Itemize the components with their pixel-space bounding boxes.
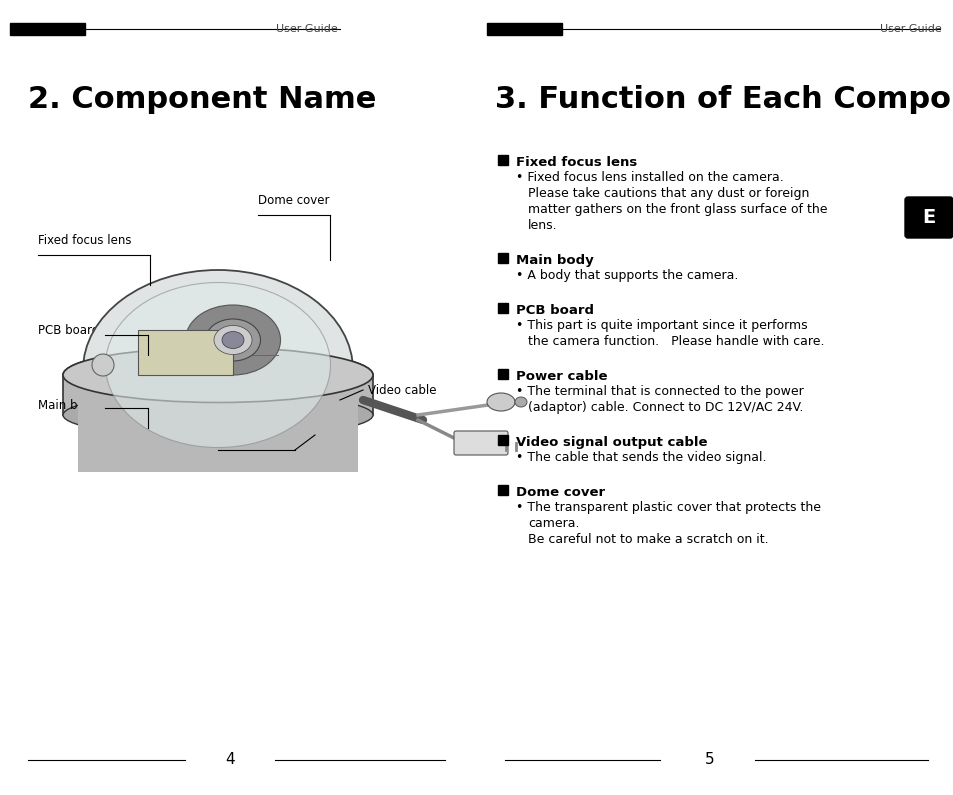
Text: 4: 4	[225, 753, 234, 767]
FancyBboxPatch shape	[904, 197, 952, 238]
Bar	[497, 435, 507, 445]
Text: camera.: camera.	[527, 517, 578, 530]
Ellipse shape	[185, 305, 280, 375]
Text: (adaptor) cable. Connect to DC 12V/AC 24V.: (adaptor) cable. Connect to DC 12V/AC 24…	[527, 401, 802, 414]
Text: Dome cover: Dome cover	[516, 486, 604, 499]
Text: • This part is quite important since it performs: • This part is quite important since it …	[516, 319, 807, 332]
Bar	[486, 23, 561, 35]
Bar	[138, 330, 233, 375]
Ellipse shape	[83, 270, 353, 470]
Text: Power cable: Power cable	[516, 370, 607, 383]
Ellipse shape	[205, 319, 260, 361]
Text: • Fixed focus lens installed on the camera.: • Fixed focus lens installed on the came…	[516, 171, 783, 184]
Bar	[78, 370, 357, 472]
FancyBboxPatch shape	[63, 377, 373, 415]
Text: • The cable that sends the video signal.: • The cable that sends the video signal.	[516, 451, 765, 464]
Text: • The transparent plastic cover that protects the: • The transparent plastic cover that pro…	[516, 501, 821, 514]
Text: • The terminal that is connected to the power: • The terminal that is connected to the …	[516, 385, 803, 398]
Text: PCB board: PCB board	[38, 324, 99, 336]
Text: 3. Function of Each Component: 3. Function of Each Component	[495, 85, 953, 114]
Text: 2. Component Name: 2. Component Name	[28, 85, 376, 114]
Ellipse shape	[106, 282, 330, 448]
Bar	[10, 23, 85, 35]
Bar	[497, 303, 507, 313]
Bar	[497, 253, 507, 263]
Ellipse shape	[515, 397, 526, 407]
Text: Power cable: Power cable	[218, 448, 289, 462]
Text: PCB board: PCB board	[516, 304, 594, 317]
Text: E: E	[922, 208, 935, 227]
Ellipse shape	[222, 332, 244, 348]
Bar	[497, 155, 507, 165]
Text: Dome cover: Dome cover	[257, 193, 329, 207]
Ellipse shape	[63, 393, 373, 437]
Text: User Guide: User Guide	[276, 24, 337, 34]
Text: User Guide: User Guide	[880, 24, 941, 34]
Text: Fixed focus lens: Fixed focus lens	[516, 156, 637, 169]
Ellipse shape	[486, 393, 515, 411]
Text: Be careful not to make a scratch on it.: Be careful not to make a scratch on it.	[527, 533, 768, 546]
Text: Fixed focus lens: Fixed focus lens	[38, 234, 132, 246]
Text: 5: 5	[704, 753, 714, 767]
Text: Video signal output cable: Video signal output cable	[516, 436, 707, 449]
Text: Main body: Main body	[516, 254, 593, 267]
Bar	[497, 485, 507, 495]
Text: Video cable: Video cable	[368, 383, 436, 397]
Text: the camera function.   Please handle with care.: the camera function. Please handle with …	[527, 335, 823, 348]
Text: Main body: Main body	[38, 398, 99, 412]
Ellipse shape	[63, 347, 373, 402]
FancyBboxPatch shape	[454, 431, 507, 455]
Ellipse shape	[63, 347, 373, 402]
Ellipse shape	[91, 354, 113, 376]
Bar	[497, 369, 507, 379]
Text: lens.: lens.	[527, 219, 558, 232]
Text: matter gathers on the front glass surface of the: matter gathers on the front glass surfac…	[527, 203, 826, 216]
Ellipse shape	[213, 325, 252, 355]
Text: • A body that supports the camera.: • A body that supports the camera.	[516, 269, 738, 282]
Text: Please take cautions that any dust or foreign: Please take cautions that any dust or fo…	[527, 187, 808, 200]
